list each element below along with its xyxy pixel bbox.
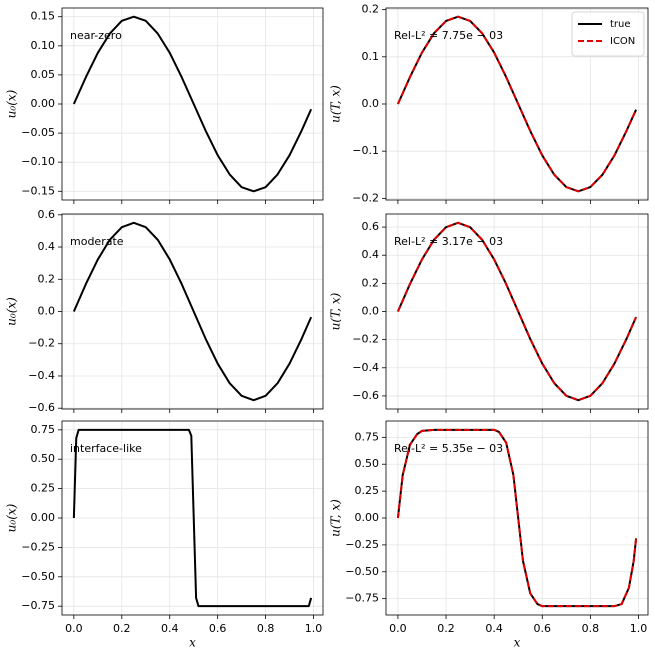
y-axis-label: u₀(x) [5, 503, 19, 532]
y-tick-label: 0.10 [31, 39, 56, 52]
y-tick-label: −0.75 [21, 599, 55, 612]
y-tick-label: −0.4 [28, 369, 55, 382]
y-axis-label: u(T, x) [329, 85, 343, 123]
x-tick-label: 0.0 [389, 622, 407, 635]
x-tick-label: 0.0 [65, 622, 83, 635]
y-tick-label: 0.50 [355, 457, 380, 470]
axes-frame [385, 420, 649, 616]
y-tick-label: 0.4 [362, 248, 380, 261]
y-axis-label: u(T, x) [329, 292, 343, 330]
y-tick-label: −0.10 [21, 155, 55, 168]
x-tick-label: 0.2 [437, 622, 455, 635]
line-series [396, 221, 638, 402]
x-tick-label: 0.8 [257, 622, 275, 635]
x-tick-label: 1.0 [630, 622, 648, 635]
y-axis-label: u₀(x) [5, 297, 19, 326]
annotation: Rel-L² = 7.75e − 03 [394, 29, 503, 42]
axes-frame [385, 213, 649, 410]
y-axis-label: u₀(x) [5, 89, 19, 118]
y-tick-label: 0.2 [38, 272, 56, 285]
annotation: Rel-L² = 5.35e − 03 [394, 442, 503, 455]
line-series [72, 221, 313, 402]
y-tick-label: −0.2 [28, 337, 55, 350]
y-tick-label: −0.4 [352, 361, 379, 374]
y-tick-label: 0.25 [31, 482, 56, 495]
annotation: moderate [70, 235, 124, 248]
line-series [396, 428, 638, 608]
y-tick-label: 0.50 [31, 452, 56, 465]
axes-frame [61, 420, 324, 616]
axes-frame [61, 213, 324, 410]
y-tick-label: −0.6 [352, 389, 379, 402]
axes-frame [61, 7, 324, 201]
y-tick-label: −0.2 [352, 191, 379, 204]
line-series [72, 428, 313, 608]
y-tick-label: −0.6 [28, 401, 55, 414]
y-tick-label: 0.4 [38, 240, 56, 253]
y-tick-label: −0.25 [345, 538, 379, 551]
annotation: interface-like [70, 442, 142, 455]
legend-label: ICON [610, 36, 635, 47]
y-tick-label: 0.05 [31, 68, 56, 81]
y-tick-label: 0.00 [355, 511, 380, 524]
x-tick-label: 0.2 [113, 622, 131, 635]
y-tick-label: 0.2 [362, 3, 380, 16]
y-tick-label: 0.15 [31, 10, 56, 23]
y-tick-label: 0.0 [362, 305, 380, 318]
line-series [396, 15, 638, 193]
y-tick-label: 0.00 [31, 97, 56, 110]
y-tick-label: 0.6 [38, 208, 56, 221]
y-tick-label: −0.1 [352, 144, 379, 157]
legend-box [571, 11, 645, 57]
legend-label: true [610, 19, 631, 30]
x-tick-label: 0.4 [161, 622, 179, 635]
y-tick-label: 0.75 [31, 423, 56, 436]
x-tick-label: 0.6 [534, 622, 552, 635]
line-series [72, 15, 313, 193]
y-tick-label: 0.0 [38, 305, 56, 318]
y-tick-label: −0.2 [352, 333, 379, 346]
x-tick-label: 0.4 [485, 622, 503, 635]
x-tick-label: 0.8 [582, 622, 600, 635]
y-tick-label: −0.75 [345, 592, 379, 605]
x-axis-label: x [514, 636, 521, 650]
y-tick-label: 0.75 [355, 430, 380, 443]
x-axis-label: x [189, 636, 196, 650]
y-tick-label: 0.6 [362, 220, 380, 233]
x-tick-label: 1.0 [305, 622, 323, 635]
y-tick-label: −0.50 [345, 565, 379, 578]
annotation: Rel-L² = 3.17e − 03 [394, 235, 503, 248]
y-tick-label: 0.00 [31, 511, 56, 524]
y-tick-label: −0.15 [21, 184, 55, 197]
y-tick-label: −0.05 [21, 126, 55, 139]
y-tick-label: 0.1 [362, 50, 380, 63]
axes-frame [385, 7, 649, 201]
y-tick-label: −0.50 [21, 570, 55, 583]
y-tick-label: 0.0 [362, 97, 380, 110]
y-axis-label: u(T, x) [329, 499, 343, 537]
x-tick-label: 0.6 [209, 622, 227, 635]
annotation: near-zero [70, 29, 122, 42]
y-tick-label: 0.25 [355, 484, 380, 497]
y-tick-label: 0.2 [362, 276, 380, 289]
y-tick-label: −0.25 [21, 540, 55, 553]
